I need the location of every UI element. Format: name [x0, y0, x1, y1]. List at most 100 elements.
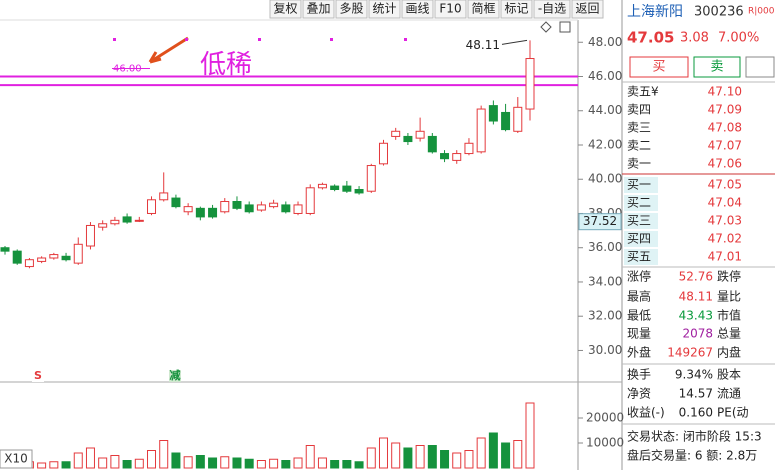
toolbar-label[interactable]: 统计 [372, 2, 396, 16]
signal: 减 [170, 368, 181, 382]
stat-label: 内盘 [717, 345, 741, 360]
toolbar-button[interactable] [571, 0, 604, 19]
stat-label: 市值 [717, 308, 741, 323]
stat-label: 跌停 [717, 269, 741, 284]
volume-bar [85, 447, 95, 469]
candle-body [391, 130, 401, 137]
stat-value: 0.160 [679, 406, 713, 420]
bid-label: 买一 [627, 178, 651, 192]
candle-body [330, 185, 340, 191]
volume-bar [354, 461, 364, 469]
volume-bar [281, 460, 291, 469]
candle-body [0, 247, 10, 252]
toolbar-label[interactable]: -自选 [538, 2, 566, 16]
stock-badge: R|000 [748, 7, 775, 17]
candle-body [317, 183, 327, 189]
volume-bar [317, 457, 327, 469]
scale-label: X10 [4, 452, 28, 466]
trade-button[interactable] [629, 56, 689, 78]
toolbar-label[interactable]: F10 [439, 2, 461, 16]
toolbar-button[interactable] [401, 0, 434, 19]
candle-body [12, 250, 22, 264]
stat-label: PE(动 [717, 406, 749, 420]
volume-bar [342, 460, 352, 469]
last-price: 47.05 [627, 29, 674, 47]
toolbar-button[interactable] [500, 0, 533, 19]
toolbar-label[interactable]: 简框 [471, 2, 495, 16]
candle-body [98, 223, 108, 228]
trade-button[interactable] [693, 56, 741, 78]
stat-value: 52.76 [679, 270, 713, 284]
change: 3.08 [680, 31, 709, 46]
toolbar-button[interactable] [434, 0, 467, 19]
volume-bar [452, 452, 462, 469]
volume-bar [513, 440, 523, 469]
candle-body [37, 257, 47, 262]
candle-body [269, 202, 279, 208]
volume-bar [427, 445, 437, 469]
candle-body [293, 204, 303, 214]
cursor-price-label: 37.52 [583, 214, 617, 228]
toolbar-button[interactable] [368, 0, 401, 19]
toolbar-label[interactable]: 叠加 [306, 2, 330, 16]
toolbar-label[interactable]: 复权 [273, 2, 297, 16]
y-tick-label: 30.00 [588, 343, 622, 357]
extra-button[interactable] [745, 56, 775, 78]
ask-label: 卖二 [627, 139, 651, 153]
candle-body [73, 243, 83, 264]
dot-marker [258, 38, 261, 41]
volume-bar [49, 461, 59, 469]
toolbar-label[interactable]: 画线 [405, 2, 429, 16]
candle-body [464, 142, 474, 155]
candle-body [85, 224, 95, 247]
toolbar-button[interactable] [269, 0, 302, 19]
stock-name: 上海新阳 [627, 4, 683, 20]
candle-body [24, 259, 34, 268]
stock-code: 300236 [694, 5, 744, 20]
toolbar-button[interactable] [302, 0, 335, 19]
candle-body [513, 106, 523, 132]
bid-label-bg [624, 213, 658, 229]
candle-body [281, 204, 291, 213]
annotation: 低稀 [200, 50, 252, 80]
stat-label: 现量 [627, 327, 651, 341]
candle-body [488, 105, 498, 122]
trade-button-label[interactable]: 买 [652, 60, 665, 75]
line-label: 46.00 [113, 64, 142, 75]
y-tick-label: 34.00 [588, 274, 622, 288]
stat-label: 最低 [627, 309, 651, 323]
toolbar-button[interactable] [335, 0, 368, 19]
bid-label: 买四 [627, 232, 651, 246]
candle-body [244, 204, 254, 213]
candle-body [378, 142, 388, 165]
toolbar-button[interactable] [533, 0, 571, 19]
bid-label-bg [624, 249, 658, 265]
candle-body [183, 206, 193, 213]
ask-label: 卖四 [627, 103, 651, 117]
candle-body [195, 207, 205, 218]
volume-bar [378, 437, 388, 469]
volume-bar [147, 450, 157, 469]
volume-bar [208, 457, 218, 469]
toolbar-label[interactable]: 标记 [504, 2, 528, 16]
ask-price: 47.08 [708, 121, 742, 135]
toolbar-label[interactable]: 返回 [575, 2, 599, 16]
candle-body [159, 192, 169, 201]
y-tick-label: 40.00 [588, 172, 622, 186]
candle-body [366, 165, 376, 192]
volume-bar [195, 455, 205, 469]
candle-body [49, 254, 59, 259]
candle-body [256, 204, 266, 211]
toolbar-label[interactable]: 多股 [339, 2, 363, 16]
candle-body [501, 111, 511, 131]
stat-value: 14.57 [679, 387, 713, 401]
candle-body [415, 130, 425, 139]
volume-bar [122, 460, 132, 469]
candle-body [147, 199, 157, 214]
dot-marker [330, 38, 333, 41]
stat-value: 43.43 [679, 309, 713, 323]
toolbar-button[interactable] [467, 0, 500, 19]
trade-button-label[interactable]: 卖 [710, 60, 723, 75]
volume-bar [159, 440, 169, 469]
